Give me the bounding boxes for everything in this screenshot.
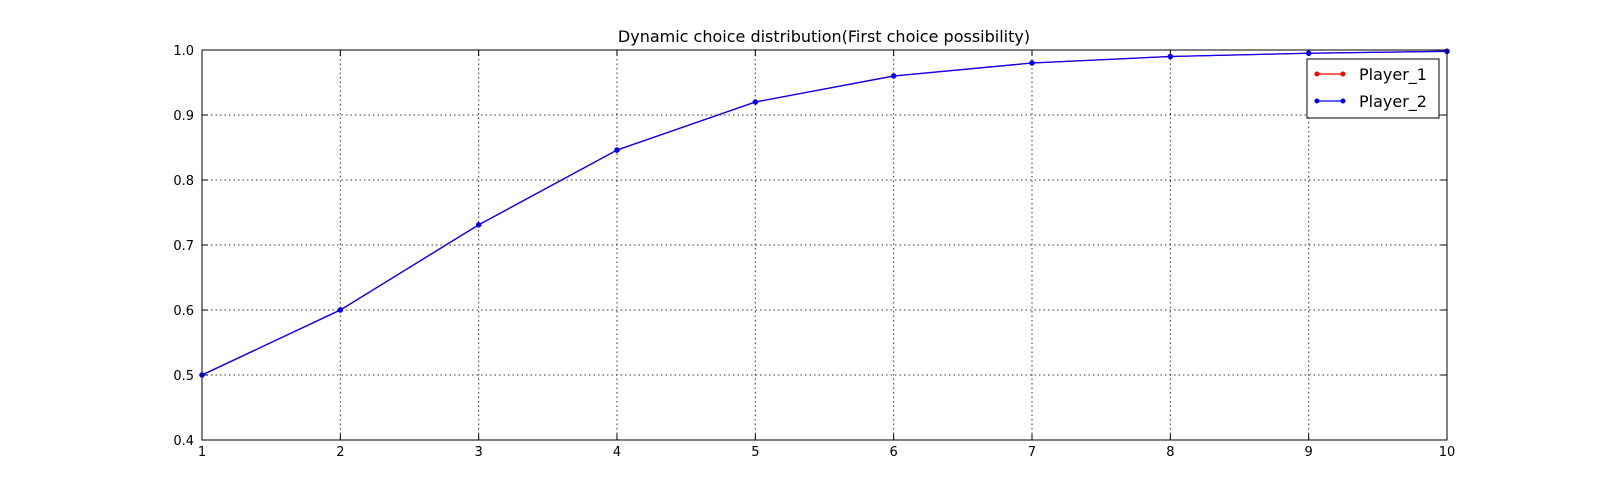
legend-marker (1314, 98, 1320, 104)
series-player-2 (199, 48, 1450, 378)
data-point (1029, 60, 1035, 66)
legend-marker (1314, 71, 1320, 77)
legend-label: Player_1 (1359, 65, 1427, 85)
chart-title: Dynamic choice distribution(First choice… (618, 27, 1030, 46)
y-tick-label: 0.4 (173, 434, 194, 449)
legend-marker (1340, 71, 1346, 77)
x-tick-label: 3 (475, 445, 483, 460)
series-player-1 (199, 48, 1450, 378)
y-tick-label: 0.8 (173, 174, 194, 189)
legend-marker (1340, 98, 1346, 104)
legend-label: Player_2 (1359, 92, 1427, 112)
y-tick-label: 1.0 (173, 44, 194, 59)
data-point (890, 73, 897, 79)
x-tick-label: 7 (1028, 445, 1036, 460)
x-tick-label: 5 (751, 445, 759, 460)
data-point (475, 222, 482, 228)
x-tick-label: 6 (890, 445, 898, 460)
y-tick-label: 0.6 (173, 304, 194, 319)
series-line (201, 50, 1448, 376)
x-tick-label: 8 (1166, 445, 1174, 460)
x-axis-ticks: 1 2 3 4 5 6 7 8 9 10 (198, 50, 1455, 460)
series-line (201, 50, 1448, 376)
x-tick-label: 4 (613, 445, 621, 460)
x-tick-label: 9 (1305, 445, 1313, 460)
y-tick-label: 0.5 (173, 369, 194, 384)
x-tick-label: 2 (336, 445, 344, 460)
series-layer (199, 48, 1450, 378)
y-axis-ticks: 0.4 0.5 0.6 0.7 0.8 0.9 1.0 (173, 44, 1447, 449)
data-point (337, 307, 344, 313)
data-point (614, 147, 620, 153)
x-tick-label: 1 (198, 445, 206, 460)
grid-lines (202, 50, 1447, 440)
plot-frame (201, 49, 1448, 441)
y-tick-label: 0.9 (173, 109, 194, 124)
data-point (752, 99, 759, 105)
x-tick-label: 10 (1439, 445, 1456, 460)
y-tick-label: 0.7 (173, 239, 194, 254)
legend: Player_1 Player_2 (1306, 58, 1440, 119)
legend-box (1306, 58, 1440, 119)
data-point (1167, 53, 1174, 60)
data-point (1305, 50, 1312, 56)
